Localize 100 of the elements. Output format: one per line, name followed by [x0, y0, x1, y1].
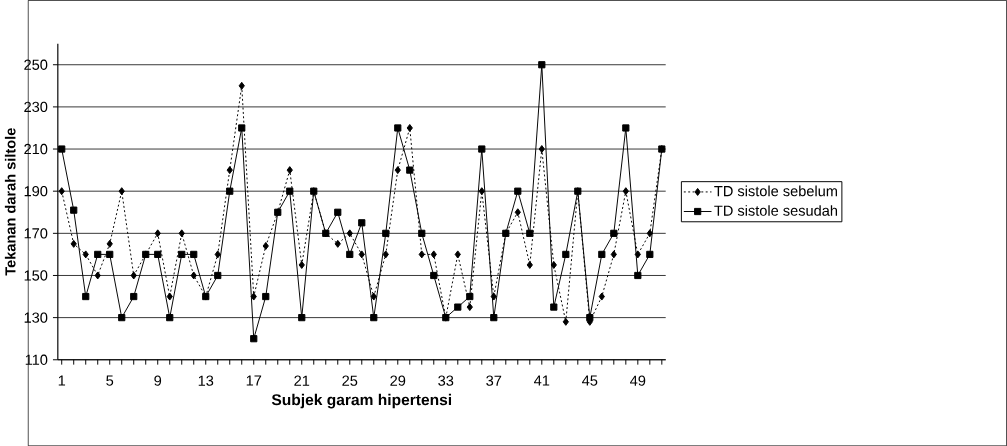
point [58, 187, 65, 196]
x-tick-label: 5 [106, 375, 114, 386]
point [334, 239, 341, 248]
x-tick-label: 37 [486, 375, 502, 386]
point [118, 187, 125, 196]
point [646, 250, 654, 258]
point [94, 250, 102, 258]
point [418, 250, 425, 259]
point [454, 250, 461, 259]
point [466, 292, 474, 301]
point [82, 292, 90, 301]
point [82, 250, 89, 259]
point [238, 124, 246, 132]
point [394, 124, 402, 132]
point [70, 239, 77, 248]
x-tick-label: 33 [438, 375, 454, 386]
x-tick-label: 49 [630, 375, 646, 386]
x-tick-label: 9 [154, 375, 162, 386]
point [238, 81, 245, 90]
point [298, 313, 306, 322]
point [598, 292, 605, 301]
x-tick-label: 21 [294, 375, 310, 386]
point [454, 303, 462, 311]
x-tick-label: 17 [246, 375, 262, 386]
point [154, 250, 162, 258]
point [538, 61, 546, 69]
point [286, 166, 293, 174]
x-axis-title: Subjek garam hipertensi [271, 393, 452, 409]
point [358, 250, 365, 259]
y-tick-label: 130 [24, 312, 48, 323]
point [418, 229, 426, 237]
point [214, 250, 221, 259]
point [298, 260, 305, 269]
point [358, 219, 366, 227]
y-tick-label: 190 [24, 185, 48, 197]
y-tick-label: 210 [24, 143, 48, 155]
y-tick-label: 230 [24, 101, 48, 112]
point [106, 250, 114, 258]
y-axis-title: Tekanan darah siltole [4, 128, 16, 276]
point [370, 292, 377, 301]
point [586, 313, 594, 322]
point [118, 313, 126, 322]
point [70, 206, 78, 214]
point [490, 292, 497, 301]
point [226, 166, 233, 174]
point [190, 250, 198, 258]
y-tick-label: 110 [25, 354, 48, 365]
point [634, 271, 642, 279]
point [226, 187, 234, 195]
point [514, 208, 521, 217]
point [610, 229, 618, 237]
point [562, 250, 570, 258]
point [622, 187, 629, 196]
point [346, 229, 353, 238]
point [466, 302, 473, 311]
y-tick-label: 170 [24, 228, 48, 239]
legend-label: TD sistole sebelum [714, 185, 837, 197]
legend-label: TD sistole sesudah [714, 205, 838, 216]
point [190, 271, 197, 280]
point [130, 292, 138, 301]
point [58, 145, 66, 153]
point [514, 187, 522, 195]
point [430, 271, 438, 279]
y-tick-label: 150 [24, 270, 48, 281]
point [250, 334, 258, 343]
point [382, 229, 390, 237]
y-tick-label: 250 [24, 59, 48, 70]
point [370, 313, 378, 322]
point [634, 250, 641, 259]
point [382, 250, 389, 259]
point [550, 260, 557, 269]
point [526, 260, 533, 269]
x-tick-label: 41 [534, 375, 550, 386]
point [250, 292, 257, 301]
point [550, 303, 558, 311]
point [166, 292, 173, 301]
point [598, 250, 606, 258]
point [610, 250, 617, 259]
point [430, 250, 437, 259]
point [106, 239, 113, 248]
point [154, 229, 161, 238]
point [178, 250, 186, 258]
point [406, 166, 414, 174]
point [538, 144, 545, 153]
point [394, 166, 401, 174]
point [406, 123, 413, 132]
point [286, 187, 294, 195]
x-tick-label: 29 [390, 375, 406, 386]
point [490, 313, 498, 322]
point [562, 317, 569, 326]
x-tick-label: 25 [342, 375, 358, 386]
point [130, 271, 137, 280]
point [94, 271, 101, 280]
x-tick-label: 45 [582, 375, 598, 386]
point [178, 229, 185, 238]
point [478, 145, 486, 153]
point [646, 229, 653, 238]
point [214, 271, 222, 279]
x-tick-label: 13 [198, 375, 214, 386]
point [334, 208, 342, 216]
